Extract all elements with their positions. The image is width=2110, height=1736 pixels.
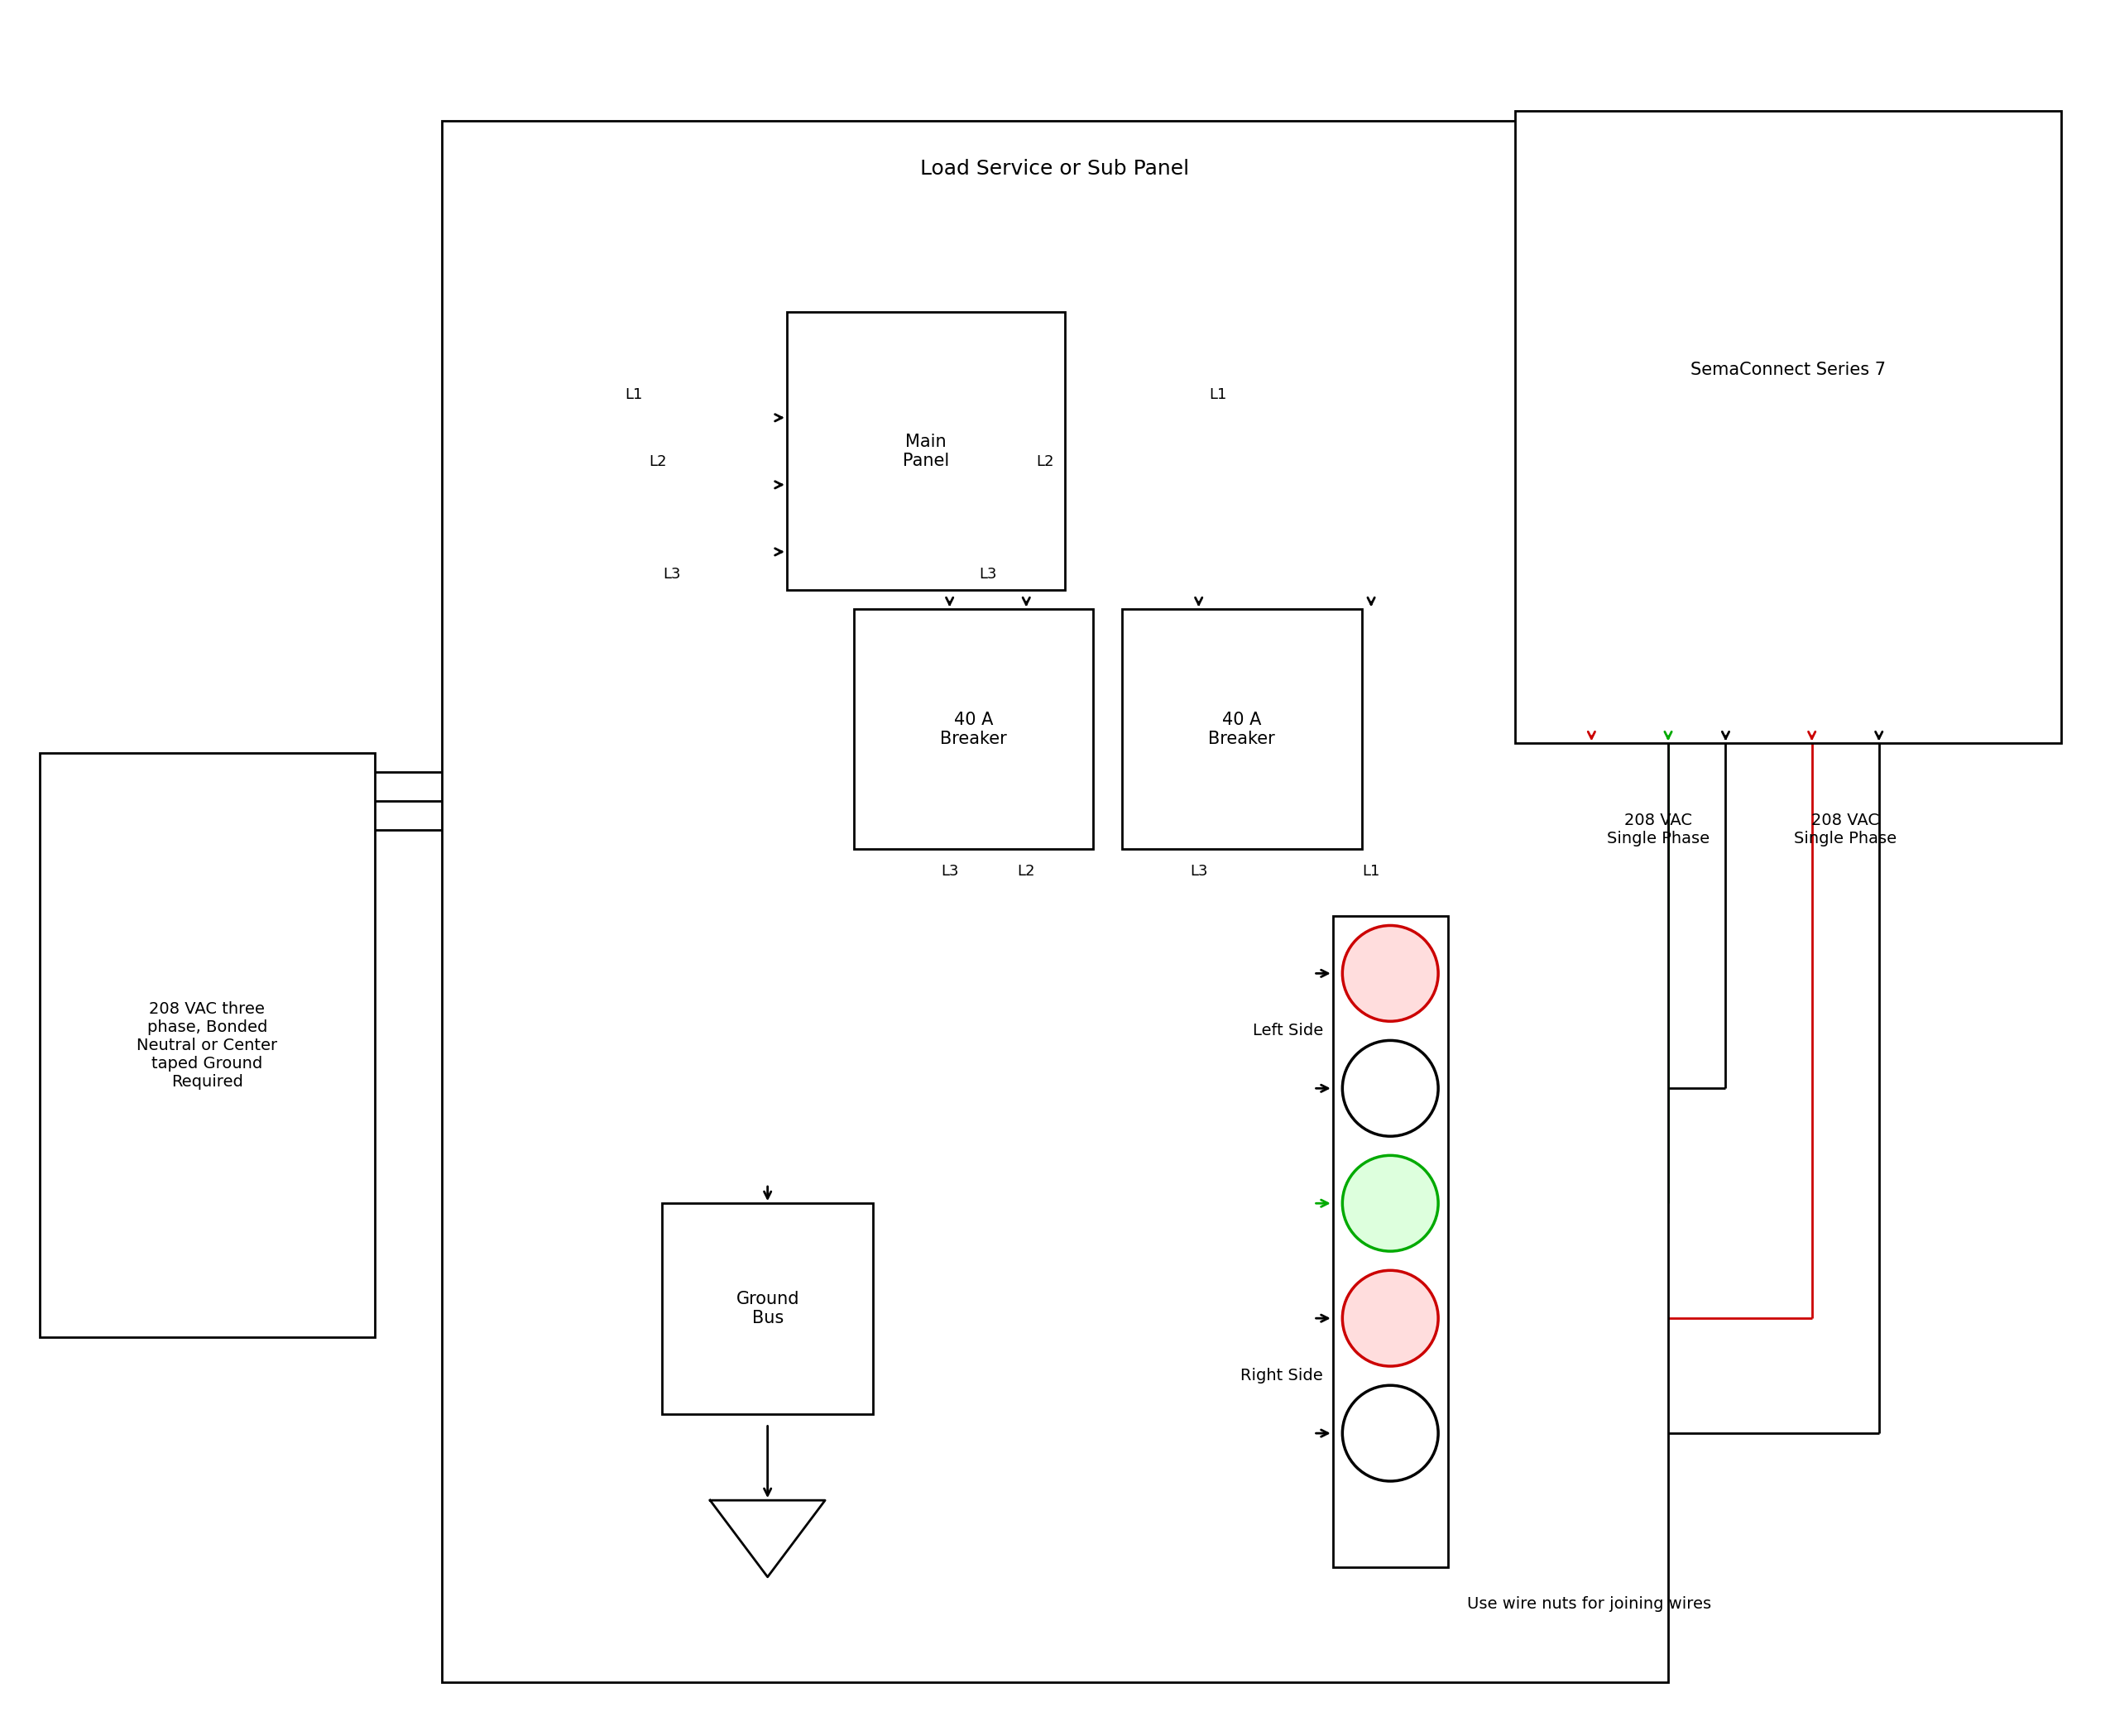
Circle shape [1342,925,1439,1021]
Text: Load Service or Sub Panel: Load Service or Sub Panel [920,158,1190,179]
Text: Main
Panel: Main Panel [903,434,950,469]
Circle shape [1342,1040,1439,1137]
Text: Right Side: Right Side [1241,1368,1323,1384]
Text: Left Side: Left Side [1253,1023,1323,1038]
Bar [663,1203,874,1415]
Text: 40 A
Breaker: 40 A Breaker [1209,712,1274,746]
Circle shape [1342,1385,1439,1481]
Bar [855,609,1093,849]
Bar [40,753,376,1337]
Text: 40 A
Breaker: 40 A Breaker [941,712,1006,746]
Text: L1: L1 [1363,865,1380,878]
Text: L2: L2 [1017,865,1036,878]
Bar [1515,111,2061,743]
Text: Ground
Bus: Ground Bus [736,1292,800,1326]
Text: L2: L2 [1036,455,1055,469]
Text: 208 VAC three
phase, Bonded
Neutral or Center
taped Ground
Required: 208 VAC three phase, Bonded Neutral or C… [137,1002,279,1090]
Bar [1123,609,1361,849]
Text: 208 VAC
Single Phase: 208 VAC Single Phase [1608,812,1709,847]
Text: L2: L2 [648,455,667,469]
Text: L1: L1 [1209,387,1226,403]
Bar [441,122,1669,1682]
Text: L3: L3 [941,865,958,878]
Circle shape [1342,1156,1439,1252]
Bar [787,312,1066,590]
Bar [1334,917,1447,1568]
Text: L3: L3 [663,568,682,582]
Text: Use wire nuts for joining wires: Use wire nuts for joining wires [1466,1595,1711,1611]
Circle shape [1342,1271,1439,1366]
Text: 208 VAC
Single Phase: 208 VAC Single Phase [1793,812,1897,847]
Text: L1: L1 [625,387,641,403]
Text: SemaConnect Series 7: SemaConnect Series 7 [1690,361,1886,378]
Text: L3: L3 [1190,865,1207,878]
Text: L3: L3 [979,568,996,582]
